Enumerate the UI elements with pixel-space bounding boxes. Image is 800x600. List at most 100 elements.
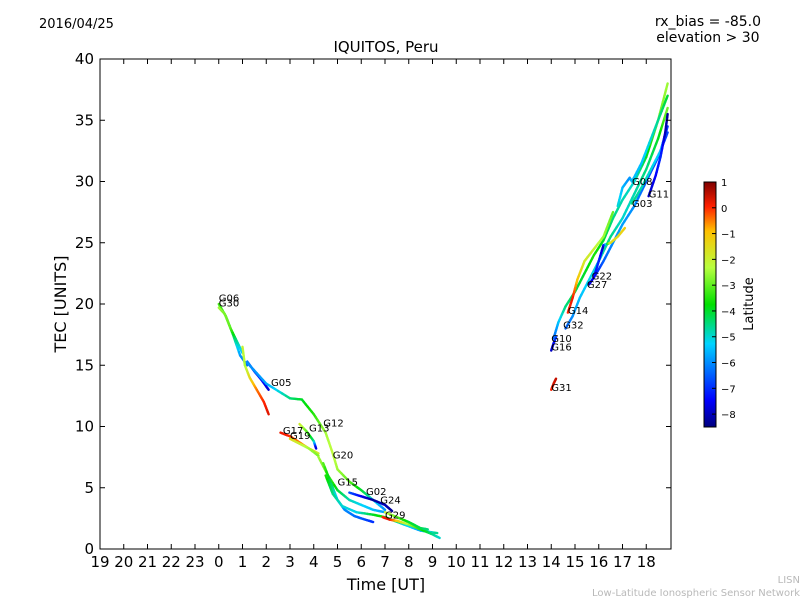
- plot-area: [99, 58, 672, 550]
- series-g05: [241, 345, 270, 416]
- series-g08: [616, 94, 669, 208]
- series-segment: [381, 506, 387, 511]
- series-g12: [246, 361, 387, 511]
- x-tick-label: 17: [613, 553, 632, 571]
- colorbar-tick-label: −5: [721, 333, 736, 344]
- satellite-label-g11: G11: [649, 189, 669, 200]
- rx-bias-label: rx_bias = -85.0: [654, 14, 761, 30]
- satellite-label-g08: G08: [632, 177, 652, 188]
- satellite-label-g29: G29: [385, 510, 405, 521]
- colorbar-ticks: 1 0 −1 −2 −3 −4 −5 −6 −7 −8: [712, 178, 736, 421]
- x-tick-label: 14: [542, 553, 561, 571]
- colorbar-label: Latitude: [742, 277, 757, 331]
- satellite-label-g31: G31: [551, 383, 571, 394]
- x-axis-label: Time [UT]: [346, 575, 425, 594]
- series-segment: [389, 508, 394, 513]
- satellite-label-g17: G17: [283, 426, 303, 437]
- series-g16: [550, 335, 558, 352]
- bias-info: rx_bias = -85.0 elevation > 30: [655, 14, 761, 46]
- footer-org-short: LISN: [777, 575, 800, 586]
- satellite-label-g24: G24: [380, 496, 400, 507]
- x-tick-label: 18: [637, 553, 656, 571]
- y-tick-label: 25: [75, 234, 94, 252]
- satellite-label-g22: G22: [592, 272, 612, 283]
- satellite-label-g12: G12: [323, 419, 343, 430]
- series-g24: [348, 491, 394, 513]
- series-g19: [288, 437, 320, 458]
- satellite-label-g19: G19: [290, 431, 310, 442]
- y-tick-label: 5: [84, 479, 94, 497]
- x-tick-label: 23: [185, 553, 204, 571]
- colorbar-tick-label: −2: [721, 255, 736, 266]
- elevation-label: elevation > 30: [656, 30, 760, 46]
- y-axis-label: TEC [UNITS]: [51, 256, 70, 354]
- series-g11: [647, 112, 669, 198]
- x-tick-label: 4: [309, 553, 319, 571]
- satellite-label-g05: G05: [271, 378, 291, 389]
- satellite-label-g10: G10: [551, 334, 571, 345]
- x-tick-label: 1: [238, 553, 248, 571]
- y-tick-label: 10: [75, 418, 94, 436]
- series-segment: [266, 411, 270, 416]
- colorbar-tick-label: −6: [721, 359, 736, 370]
- y-tick-label: 40: [75, 50, 94, 68]
- chart-title: IQUITOS, Peru: [333, 38, 438, 56]
- x-tick-label: 9: [428, 553, 438, 571]
- satellite-label-g30: G30: [219, 298, 239, 309]
- satellite-label-g16: G16: [551, 343, 571, 354]
- series-segment: [437, 536, 441, 540]
- series-g31: [550, 377, 558, 391]
- x-tick-label: 15: [565, 553, 584, 571]
- y-tick-label: 30: [75, 173, 94, 191]
- satellite-label-g20: G20: [333, 450, 353, 461]
- x-tick-label: 8: [404, 553, 414, 571]
- x-tick-label: 16: [589, 553, 608, 571]
- series-g29: [381, 515, 441, 540]
- series-g29b: [383, 511, 429, 531]
- x-tick-label: 3: [285, 553, 295, 571]
- colorbar-tick-label: −4: [721, 307, 736, 318]
- colorbar-tick-label: −3: [721, 281, 736, 292]
- x-tick-label: 11: [470, 553, 489, 571]
- colorbar-tick-label: −8: [721, 410, 736, 421]
- x-tick-label: 7: [380, 553, 390, 571]
- x-tick-label: 20: [114, 553, 133, 571]
- satellite-label-g13: G13: [309, 423, 329, 434]
- y-tick-label: 20: [75, 295, 94, 313]
- x-tick-label: 21: [138, 553, 157, 571]
- y-tick-label: 15: [75, 356, 94, 374]
- colorbar: [703, 181, 717, 428]
- colorbar-tick-label: 0: [721, 204, 727, 215]
- x-tick-label: 13: [518, 553, 537, 571]
- x-tick-label: 22: [162, 553, 181, 571]
- satellite-label-g06: G06: [219, 294, 239, 305]
- series-g14: [566, 210, 615, 314]
- series-segment: [610, 210, 615, 218]
- y-tick-label: 35: [75, 111, 94, 129]
- series-segment: [244, 362, 249, 367]
- data-marks: [217, 82, 669, 540]
- y-tick-label: 0: [84, 540, 94, 558]
- series-segment: [664, 106, 669, 115]
- series-g13: [298, 422, 318, 450]
- x-tick-label: 0: [214, 553, 224, 571]
- series-segment: [315, 451, 320, 455]
- satellite-label-g15: G15: [338, 477, 358, 488]
- x-tick-label: 5: [333, 553, 343, 571]
- series-g22: [592, 226, 627, 279]
- series-segment: [315, 453, 320, 458]
- series-segment: [664, 131, 669, 138]
- satellite-label-g27: G27: [587, 280, 607, 291]
- x-tick-label: 6: [356, 553, 366, 571]
- series-segment: [369, 520, 375, 524]
- satellite-label-g03: G03: [632, 199, 652, 210]
- series-segment: [266, 386, 270, 391]
- satellite-label-g32: G32: [563, 321, 583, 332]
- satellite-label-g02: G02: [366, 487, 386, 498]
- colorbar-tick-label: 1: [721, 178, 727, 189]
- series-g30: [217, 306, 244, 355]
- series-segment: [664, 82, 669, 91]
- x-tick-label: 10: [447, 553, 466, 571]
